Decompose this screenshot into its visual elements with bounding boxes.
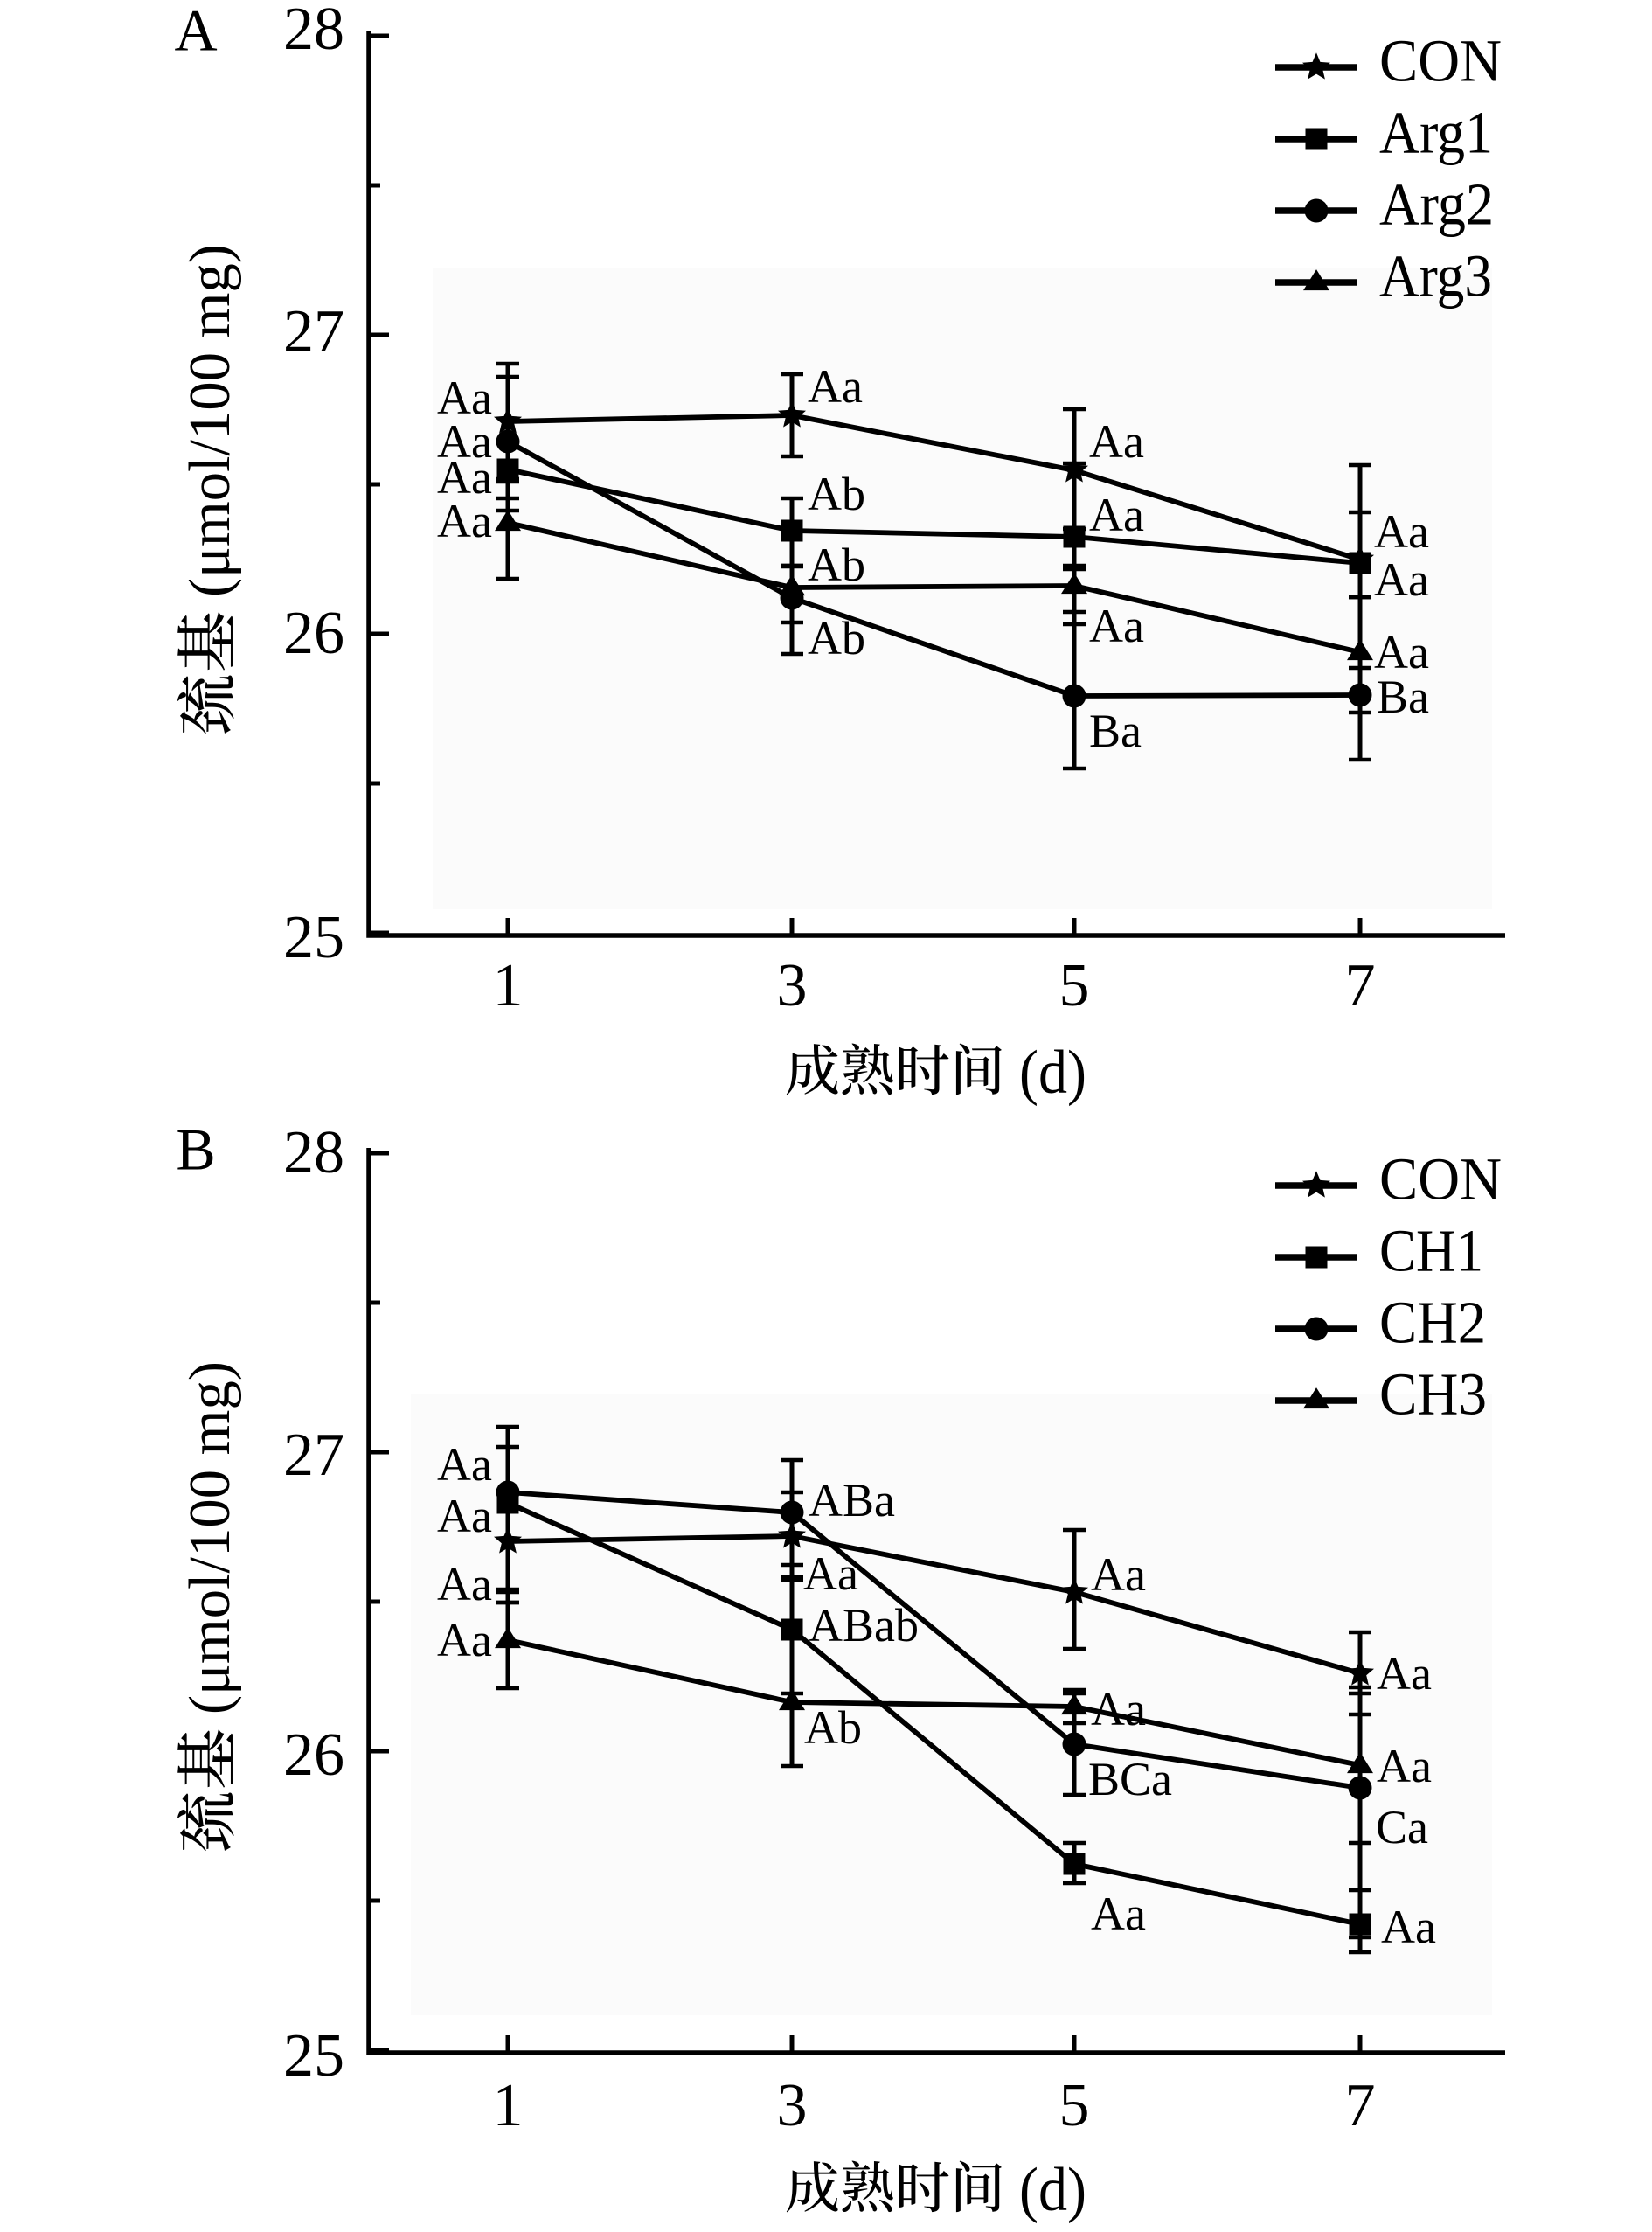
svg-text:7: 7 — [1345, 952, 1376, 1019]
svg-text:Aa: Aa — [437, 495, 492, 547]
svg-text:Ab: Ab — [808, 539, 865, 591]
svg-text:Aa: Aa — [803, 1547, 858, 1600]
svg-text:Aa: Aa — [1089, 415, 1144, 468]
svg-text:27: 27 — [283, 1422, 344, 1489]
svg-text:CH2: CH2 — [1379, 1290, 1486, 1356]
svg-text:5: 5 — [1059, 2072, 1090, 2139]
svg-text:Aa: Aa — [1091, 1888, 1146, 1940]
svg-text:ABa: ABa — [809, 1474, 895, 1526]
svg-text:Aa: Aa — [1377, 1740, 1432, 1792]
svg-text:Aa: Aa — [1374, 505, 1429, 558]
svg-text:Aa: Aa — [437, 415, 492, 468]
svg-text:Ca: Ca — [1376, 1801, 1428, 1853]
svg-text:(μmol/100 mg): (μmol/100 mg) — [177, 1361, 242, 1714]
svg-text:Aa: Aa — [808, 360, 863, 413]
svg-text:Arg2: Arg2 — [1379, 171, 1494, 238]
svg-text:(d): (d) — [1019, 1039, 1086, 1107]
svg-text:28: 28 — [283, 1119, 344, 1186]
svg-text:Aa: Aa — [437, 451, 492, 504]
svg-text:CON: CON — [1379, 28, 1502, 94]
svg-text:Aa: Aa — [1089, 489, 1144, 541]
svg-text:Aa: Aa — [1381, 1901, 1436, 1953]
svg-text:25: 25 — [283, 904, 344, 971]
svg-text:7: 7 — [1345, 2072, 1376, 2139]
svg-text:Aa: Aa — [437, 1558, 492, 1610]
svg-text:(μmol/100 mg): (μmol/100 mg) — [177, 244, 242, 597]
svg-text:26: 26 — [283, 600, 344, 667]
svg-text:Ab: Ab — [808, 468, 865, 520]
svg-text:Aa: Aa — [1091, 1683, 1146, 1735]
svg-text:5: 5 — [1059, 952, 1090, 1019]
svg-text:Ab: Ab — [804, 1701, 862, 1754]
svg-text:Aa: Aa — [437, 1438, 492, 1491]
svg-text:(d): (d) — [1019, 2156, 1086, 2224]
svg-text:26: 26 — [283, 1721, 344, 1789]
svg-text:B: B — [176, 1116, 215, 1182]
svg-text:ABab: ABab — [809, 1599, 919, 1651]
svg-text:25: 25 — [283, 2022, 344, 2089]
svg-text:CH3: CH3 — [1379, 1361, 1487, 1428]
svg-text:Aa: Aa — [1374, 626, 1429, 678]
svg-text:28: 28 — [283, 0, 344, 63]
svg-text:Arg1: Arg1 — [1379, 100, 1493, 166]
svg-text:CON: CON — [1379, 1146, 1502, 1213]
svg-text:Arg3: Arg3 — [1379, 243, 1492, 309]
svg-text:Aa: Aa — [1377, 1647, 1432, 1700]
svg-text:Ab: Ab — [808, 612, 865, 664]
svg-text:Aa: Aa — [437, 1614, 492, 1666]
svg-text:Aa: Aa — [1091, 1548, 1146, 1601]
svg-text:Aa: Aa — [437, 372, 492, 424]
svg-text:CH1: CH1 — [1379, 1218, 1483, 1284]
svg-text:27: 27 — [283, 298, 344, 365]
svg-text:3: 3 — [777, 2072, 808, 2139]
svg-text:1: 1 — [493, 952, 524, 1019]
svg-text:1: 1 — [493, 2072, 524, 2139]
svg-text:3: 3 — [777, 952, 808, 1019]
svg-text:BCa: BCa — [1088, 1753, 1172, 1805]
svg-text:Aa: Aa — [1374, 553, 1429, 606]
svg-text:Ba: Ba — [1377, 671, 1429, 723]
svg-text:Aa: Aa — [1089, 600, 1144, 652]
svg-text:A: A — [174, 0, 217, 63]
svg-text:Aa: Aa — [437, 1490, 492, 1542]
svg-text:Ba: Ba — [1089, 705, 1142, 757]
